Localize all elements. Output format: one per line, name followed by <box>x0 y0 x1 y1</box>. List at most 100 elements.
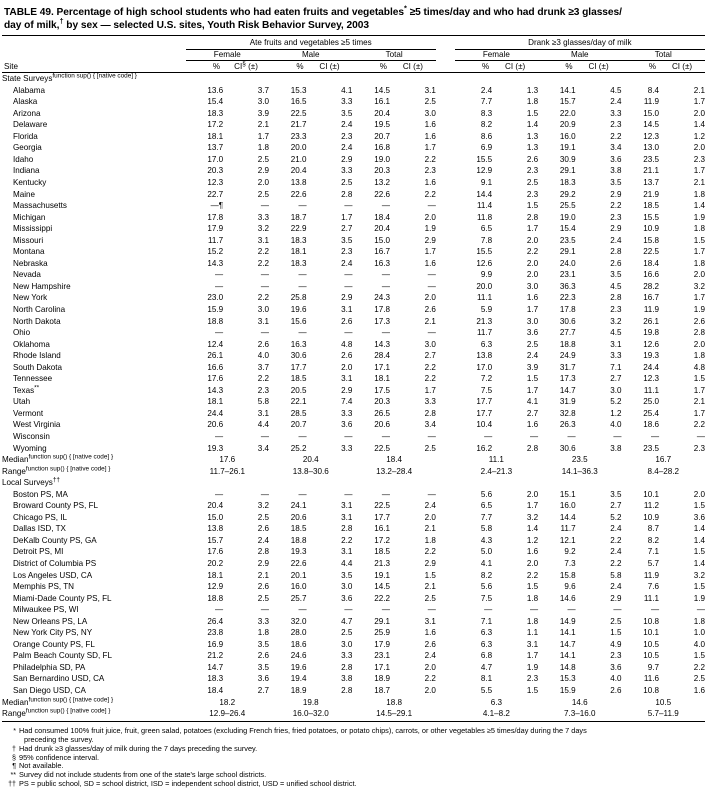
table-row: District of Columbia PS 20.2 2.9 22.6 4.4 21.… <box>2 558 705 570</box>
pct-value: 26.3 <box>559 420 576 430</box>
ci-value: 4.1 <box>341 85 353 95</box>
ci-value: 1.5 <box>526 108 539 118</box>
ci-value: 2.9 <box>610 189 622 199</box>
pct-value: 17.3 <box>374 316 390 326</box>
pct-value: 5.7 <box>647 559 660 569</box>
pct-value: 7.2 <box>480 374 493 384</box>
ci-value: 2.4 <box>610 582 622 592</box>
pct-value: 17.8 <box>559 304 576 314</box>
ci-value: 3.2 <box>693 281 705 291</box>
pct-value: 14.3 <box>374 339 390 349</box>
pct-value: 6.3 <box>480 639 493 649</box>
ci-value: — <box>344 605 353 615</box>
spacer-cell-mid <box>436 477 455 489</box>
ci-value: 2.0 <box>693 339 705 349</box>
ci-value: 2.8 <box>341 686 353 696</box>
pct-value: 16.6 <box>643 270 660 280</box>
site-name-cell: Palm Beach County SD, FL <box>13 651 112 661</box>
site-name-cell: District of Columbia PS <box>13 559 97 569</box>
pct-value: 25.2 <box>290 443 307 453</box>
pct-value: 28.2 <box>643 281 660 291</box>
site-name-cell: Nebraska <box>13 258 48 268</box>
ci-value: 1.4 <box>526 120 539 130</box>
pct-value: 6.3 <box>480 628 493 638</box>
ci-value: 2.4 <box>526 351 539 361</box>
ci-value: 2.0 <box>526 258 539 268</box>
survey-data-table: Ate fruits and vegetables ≥5 times Drank… <box>2 35 705 723</box>
pct-value: 17.8 <box>207 212 224 222</box>
ci-value: 3.0 <box>526 316 539 326</box>
table-row: Los Angeles USD, CA 18.1 2.1 20.1 3.5 19.1 1.5… <box>2 569 705 581</box>
ci-value: 1.8 <box>526 616 539 626</box>
site-name-cell: San Bernardino USD, CA <box>13 674 105 684</box>
pct-value: 6.3 <box>480 339 493 349</box>
summary-value: 8.4–28.2 <box>647 466 680 476</box>
ci-value: 5.2 <box>610 397 622 407</box>
state-median-row: Medianfunction sup() { [native code] } 17… <box>2 454 705 466</box>
ci-value: 1.5 <box>610 628 622 638</box>
pct-value: 16.0 <box>559 131 576 141</box>
ci-value: 2.1 <box>257 120 269 130</box>
site-footnote-marker: function sup() { [native code] } <box>25 464 111 472</box>
ci-value: 1.1 <box>526 628 539 638</box>
spacer-cell-mid <box>436 396 455 408</box>
ci-value: 3.6 <box>341 420 353 430</box>
pct-value: 22.5 <box>290 108 307 118</box>
site-name-cell: Utah <box>13 397 31 407</box>
site-name-cell: Massachusetts <box>13 201 67 211</box>
pct-value: 8.2 <box>647 535 660 545</box>
pct-value: 20.4 <box>207 501 224 511</box>
ci-value: 3.5 <box>257 639 269 649</box>
ci-value: 2.6 <box>257 582 269 592</box>
ci-value: 2.2 <box>693 420 705 430</box>
table-row: Wyoming 19.3 3.4 25.2 3.3 22.5 2.5 16.2 2.8 30.6 3… <box>2 442 705 454</box>
pct-value: 5.5 <box>480 686 493 696</box>
ci-value: 2.2 <box>610 535 622 545</box>
site-name-cell: Florida <box>13 131 38 141</box>
pct-value: 14.5 <box>643 120 660 130</box>
spacer-cell-mid <box>436 304 455 316</box>
pct-value: 16.8 <box>374 143 390 153</box>
pct-value: 10.9 <box>643 512 660 522</box>
pct-value: 7.3 <box>564 559 576 569</box>
pct-value: 11.7 <box>560 524 576 534</box>
spacer-cell-mid <box>436 96 455 108</box>
summary-value: 14.6 <box>571 697 588 707</box>
ci-value: 3.1 <box>424 85 436 95</box>
pct-value: 26.4 <box>207 616 224 626</box>
pct-value: 18.3 <box>207 674 224 684</box>
pct-value: 25.7 <box>290 593 307 603</box>
ci-value: 1.7 <box>693 408 705 418</box>
ci-value: — <box>260 605 269 615</box>
site-name-cell: Arizona <box>13 108 41 118</box>
pct-value: — <box>215 605 224 615</box>
column-label-row: Site % CI§ (±) % CI (±) % CI (±) % CI (±… <box>2 60 705 73</box>
section-header-local-surveys: Local Surveys†† <box>2 477 705 489</box>
pct-value: 23.1 <box>559 270 576 280</box>
ci-value: 1.5 <box>693 582 705 592</box>
site-name-cell: Local Surveys†† <box>2 476 60 488</box>
site-name-cell: Rhode Island <box>13 351 61 361</box>
pct-value: 14.3 <box>207 385 224 395</box>
ci-value: 4.5 <box>610 328 622 338</box>
pct-value: 19.3 <box>643 351 660 361</box>
pct-value: 17.9 <box>374 639 390 649</box>
ci-value: 2.9 <box>424 235 436 245</box>
spacer-cell-mid <box>436 638 455 650</box>
site-name-cell: Idaho <box>13 154 34 164</box>
footnote-marker: †† <box>8 780 16 788</box>
pct-value: 19.6 <box>290 662 307 672</box>
pct-value: 15.7 <box>207 535 224 545</box>
pct-value: 18.9 <box>290 686 307 696</box>
pct-value: 8.2 <box>480 570 493 580</box>
pct-value: 18.9 <box>374 674 390 684</box>
table-page: TABLE 49. Percentage of high school stud… <box>2 4 705 788</box>
ci-value: 2.2 <box>610 131 622 141</box>
ci-value: 2.5 <box>341 628 353 638</box>
ci-value: 2.0 <box>257 177 269 187</box>
pct-value: 23.1 <box>374 651 390 661</box>
spacer-cell-mid <box>436 200 455 212</box>
pct-value: 10.5 <box>643 651 660 661</box>
spacer-cell-mid <box>436 384 455 396</box>
spacer-cell-mid <box>436 142 455 154</box>
